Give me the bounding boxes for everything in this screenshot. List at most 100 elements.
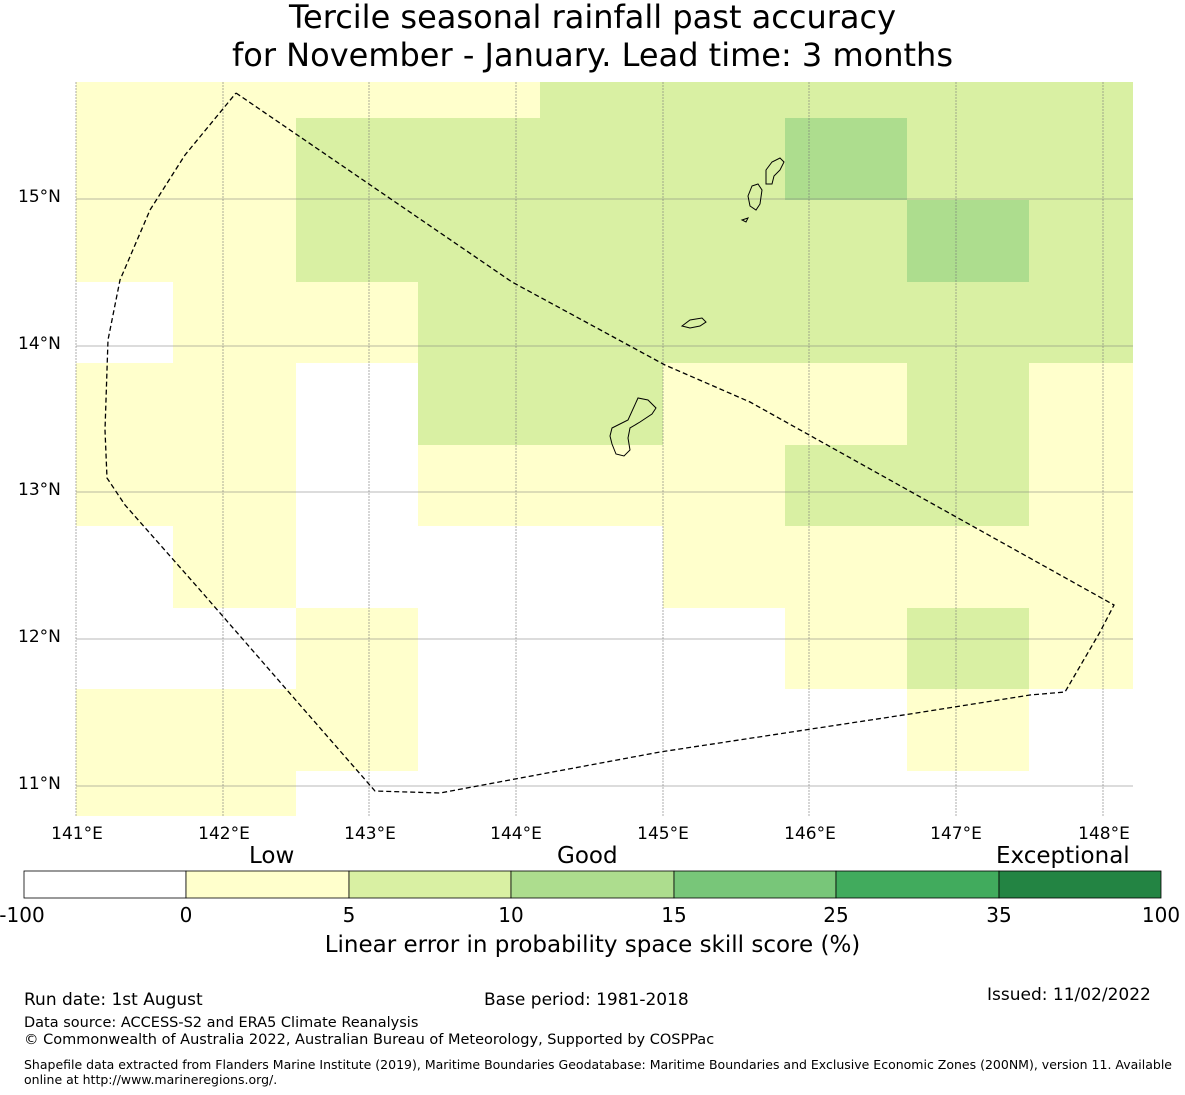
skill-cell bbox=[296, 82, 418, 118]
issued-date: Issued: 11/02/2022 bbox=[987, 985, 1151, 1005]
skill-cell bbox=[418, 200, 540, 282]
skill-cell bbox=[907, 526, 1029, 608]
skill-cell bbox=[173, 118, 296, 200]
skill-cell bbox=[173, 363, 296, 445]
aguijan-island bbox=[740, 217, 749, 223]
colorbar bbox=[23, 870, 1162, 899]
skill-cell bbox=[296, 526, 418, 608]
skill-cell bbox=[418, 282, 540, 363]
skill-cell bbox=[296, 608, 418, 689]
colorbar-tick: 100 bbox=[1141, 903, 1181, 927]
skill-cell bbox=[540, 608, 663, 689]
skill-cell bbox=[907, 771, 1029, 816]
skill-cell bbox=[296, 445, 418, 526]
skill-cell bbox=[173, 82, 296, 118]
skill-cell bbox=[296, 282, 418, 363]
skill-cell bbox=[1029, 200, 1133, 282]
skill-cell bbox=[785, 445, 907, 526]
skill-cell bbox=[418, 689, 540, 771]
skill-cell bbox=[1029, 608, 1133, 689]
skill-cell bbox=[785, 526, 907, 608]
category-exceptional: Exceptional bbox=[996, 843, 1130, 869]
colorbar-segment bbox=[835, 870, 1000, 899]
skill-cell bbox=[76, 118, 173, 200]
skill-cell bbox=[1029, 118, 1133, 200]
skill-cell bbox=[76, 363, 173, 445]
skill-cell bbox=[418, 363, 540, 445]
colorbar-tick: 10 bbox=[498, 903, 524, 927]
skill-cell bbox=[173, 282, 296, 363]
skill-cell bbox=[1029, 363, 1133, 445]
colorbar-segment bbox=[998, 870, 1162, 899]
skill-cell bbox=[540, 82, 663, 118]
skill-cell bbox=[173, 445, 296, 526]
skill-cell bbox=[418, 608, 540, 689]
lon-label-144e: 144°E bbox=[490, 824, 542, 844]
colorbar-tick: 35 bbox=[986, 903, 1012, 927]
lon-label-147e: 147°E bbox=[930, 824, 982, 844]
base-period: Base period: 1981-2018 bbox=[484, 990, 689, 1010]
saipan-island bbox=[765, 157, 785, 185]
map-title-line1: Tercile seasonal rainfall past accuracy bbox=[288, 0, 897, 36]
skill-cell bbox=[663, 445, 785, 526]
skill-cell bbox=[907, 363, 1029, 445]
skill-cell bbox=[663, 118, 785, 200]
lat-label-13n: 13°N bbox=[18, 480, 61, 500]
skill-cell bbox=[540, 689, 663, 771]
lon-label-145e: 145°E bbox=[637, 824, 689, 844]
skill-cell bbox=[540, 118, 663, 200]
colorbar-segment bbox=[510, 870, 675, 899]
skill-cell bbox=[785, 118, 907, 200]
skill-cell bbox=[540, 771, 663, 816]
skill-cell bbox=[663, 526, 785, 608]
copyright: © Commonwealth of Australia 2022, Austra… bbox=[24, 1032, 715, 1048]
skill-cell bbox=[76, 282, 173, 363]
colorbar-title: Linear error in probability space skill … bbox=[324, 932, 861, 958]
skill-cell bbox=[663, 200, 785, 282]
skill-cell bbox=[663, 363, 785, 445]
skill-cell bbox=[785, 200, 907, 282]
colorbar-segment bbox=[23, 870, 187, 899]
skill-cell bbox=[540, 526, 663, 608]
category-low: Low bbox=[249, 843, 295, 869]
skill-cell bbox=[1029, 282, 1133, 363]
skill-cell bbox=[663, 82, 785, 118]
graticule bbox=[75, 82, 1133, 816]
skill-cell bbox=[296, 118, 418, 200]
skill-cell bbox=[663, 608, 785, 689]
skill-cell bbox=[418, 118, 540, 200]
skill-cell bbox=[540, 445, 663, 526]
shapefile-credit: Shapefile data extracted from Flanders M… bbox=[24, 1057, 1172, 1087]
lat-label-14n: 14°N bbox=[18, 334, 61, 354]
map-title-line2: for November - January. Lead time: 3 mon… bbox=[232, 36, 953, 74]
skill-cell bbox=[1029, 689, 1133, 771]
skill-cell bbox=[907, 689, 1029, 771]
skill-cell bbox=[1029, 445, 1133, 526]
skill-cell bbox=[907, 118, 1029, 200]
skill-cell bbox=[418, 526, 540, 608]
colorbar-tick: 15 bbox=[661, 903, 687, 927]
eez-boundary bbox=[104, 92, 1115, 794]
lon-label-142e: 142°E bbox=[198, 824, 250, 844]
skill-cell bbox=[540, 200, 663, 282]
skill-cell bbox=[173, 608, 296, 689]
skill-cell bbox=[785, 363, 907, 445]
skill-cell bbox=[1029, 771, 1133, 816]
skill-cell bbox=[296, 363, 418, 445]
skill-cell bbox=[173, 689, 296, 771]
lat-label-12n: 12°N bbox=[18, 627, 61, 647]
skill-cell bbox=[785, 689, 907, 771]
skill-cell bbox=[907, 608, 1029, 689]
colorbar-tick: 25 bbox=[823, 903, 849, 927]
skill-cell bbox=[785, 771, 907, 816]
skill-cell bbox=[1029, 82, 1133, 118]
skill-cell bbox=[76, 200, 173, 282]
lon-label-141e: 141°E bbox=[51, 824, 103, 844]
lon-label-146e: 146°E bbox=[784, 824, 836, 844]
skill-cell bbox=[173, 526, 296, 608]
skill-cell bbox=[785, 82, 907, 118]
colorbar-segment bbox=[348, 870, 512, 899]
skill-cell bbox=[418, 82, 540, 118]
skill-cell bbox=[296, 200, 418, 282]
skill-cell bbox=[173, 771, 296, 816]
